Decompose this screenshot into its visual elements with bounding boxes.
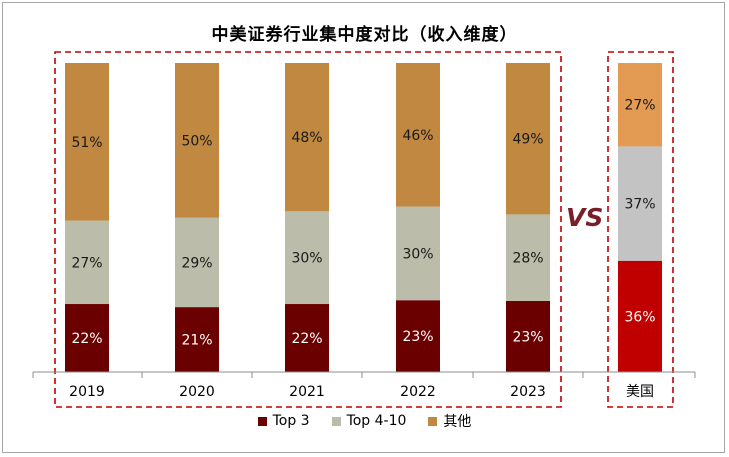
bar-us-data-label-2: 27%	[624, 98, 655, 114]
bar-2019-data-label-2: 51%	[71, 135, 102, 151]
chart-title: 中美证券行业集中度对比（收入维度）	[211, 25, 518, 45]
legend: Top 3 Top 4-10 其他	[0, 411, 729, 431]
china-highlight-box	[54, 51, 562, 408]
legend-swatch-top3	[257, 416, 267, 426]
bar-2021-segment-2	[285, 63, 329, 212]
bar-2023-segment-2	[506, 63, 550, 215]
vs-label: VS	[566, 203, 604, 232]
bar-2021-data-label-2: 48%	[291, 130, 322, 146]
bar-2019-segment-1	[65, 220, 109, 305]
bar-2022-segment-0	[396, 300, 440, 372]
legend-item-other: 其他	[428, 411, 471, 431]
legend-label-top4-10: Top 4-10	[346, 413, 407, 429]
bar-2023-data-label-2: 49%	[512, 132, 543, 148]
bar-2022-data-label-2: 46%	[402, 128, 433, 144]
legend-item-top3: Top 3	[257, 411, 310, 431]
bar-us-segment-2	[618, 63, 662, 147]
bar-2020-data-label-2: 50%	[181, 133, 212, 149]
bar-us-segment-0	[618, 260, 662, 372]
us-highlight-box	[607, 51, 674, 408]
bar-2020-data-label-0: 21%	[181, 333, 212, 349]
bar-2022-data-label-1: 30%	[402, 246, 433, 262]
x-tick-label-2021: 2021	[289, 384, 325, 400]
x-tick-label-2022: 2022	[400, 384, 436, 400]
x-tick-label-2019: 2019	[69, 384, 105, 400]
legend-item-top4-10: Top 4-10	[331, 411, 407, 431]
bar-2021-segment-1	[285, 211, 329, 305]
bar-2022-segment-1	[396, 206, 440, 301]
bar-2020-data-label-1: 29%	[181, 255, 212, 271]
bar-2022-segment-2	[396, 63, 440, 207]
legend-swatch-other	[428, 416, 438, 426]
bar-2020-segment-0	[175, 307, 219, 372]
bar-2021-data-label-1: 30%	[291, 251, 322, 267]
bar-2021-data-label-0: 22%	[291, 331, 322, 347]
bar-2023-segment-1	[506, 214, 550, 301]
x-tick-label-2023: 2023	[510, 384, 546, 400]
bar-us-segment-1	[618, 146, 662, 261]
x-tick-label-us: 美国	[626, 384, 654, 400]
bar-2020-segment-1	[175, 217, 219, 308]
bar-2023-segment-0	[506, 300, 550, 372]
bar-2021-segment-0	[285, 304, 329, 372]
legend-label-other: 其他	[443, 414, 472, 430]
bar-2022-data-label-0: 23%	[402, 329, 433, 345]
bar-us-data-label-0: 36%	[624, 309, 655, 325]
chart-frame	[2, 2, 725, 453]
bar-2020-segment-2	[175, 63, 219, 218]
bar-2019-data-label-0: 22%	[71, 331, 102, 347]
bar-2023-data-label-0: 23%	[512, 329, 543, 345]
bar-2019-segment-2	[65, 63, 109, 221]
bar-2019-data-label-1: 27%	[71, 255, 102, 271]
bar-2019-segment-0	[65, 304, 109, 372]
bar-2023-data-label-1: 28%	[512, 251, 543, 267]
bar-us-data-label-1: 37%	[624, 197, 655, 213]
legend-label-top3: Top 3	[272, 413, 310, 429]
x-tick-label-2020: 2020	[179, 384, 215, 400]
legend-swatch-top4-10	[331, 416, 341, 426]
